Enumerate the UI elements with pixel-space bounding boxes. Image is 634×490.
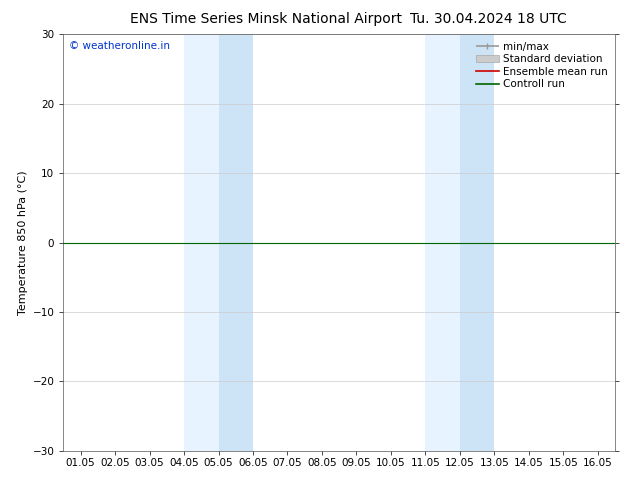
Text: Tu. 30.04.2024 18 UTC: Tu. 30.04.2024 18 UTC	[410, 12, 567, 26]
Legend: min/max, Standard deviation, Ensemble mean run, Controll run: min/max, Standard deviation, Ensemble me…	[472, 37, 612, 94]
Bar	[425, 34, 460, 451]
Bar	[460, 34, 495, 451]
Bar	[184, 34, 219, 451]
Y-axis label: Temperature 850 hPa (°C): Temperature 850 hPa (°C)	[18, 170, 29, 315]
Text: ENS Time Series Minsk National Airport: ENS Time Series Minsk National Airport	[130, 12, 403, 26]
Text: © weatheronline.in: © weatheronline.in	[69, 41, 170, 50]
Bar	[219, 34, 253, 451]
